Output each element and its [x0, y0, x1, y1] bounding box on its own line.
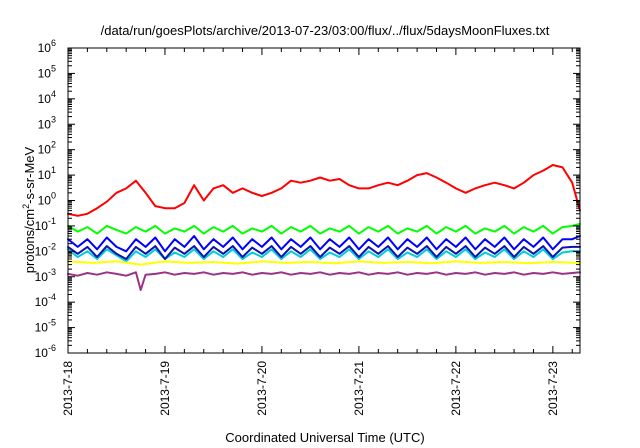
- plot-frame: [67, 47, 581, 354]
- y-tick-label: 100: [38, 191, 56, 208]
- y-tick-label: 10-5: [35, 318, 56, 335]
- chart-title: /data/run/goesPlots/archive/2013-07-23/0…: [101, 23, 550, 38]
- y-axis-label-base: protons/cm: [22, 209, 37, 273]
- x-tick-label: 2013-7-23: [546, 361, 560, 416]
- y-tick-label: 102: [38, 140, 56, 157]
- y-tick-label: 10-3: [35, 267, 56, 284]
- series-layer: [67, 164, 581, 291]
- series-line-1: [67, 164, 581, 217]
- series-line-5: [67, 245, 581, 260]
- x-tick-label: 2013-7-19: [158, 361, 172, 416]
- y-tick-label: 10-6: [35, 343, 56, 360]
- x-tick-label: 2013-7-22: [449, 361, 463, 416]
- x-axis-label: Coordinated Universal Time (UTC): [225, 430, 424, 445]
- y-axis-label-sup: 2: [21, 204, 31, 209]
- y-tick-label: 10-2: [35, 241, 56, 258]
- series-line-3: [67, 248, 581, 263]
- y-tick-label: 104: [38, 89, 56, 106]
- axes-layer: 10-6 10-5 10-4 10-3 10-2 10-1 100 101 102 103 104 1…: [35, 38, 580, 416]
- y-tick-label: 10-4: [35, 292, 56, 309]
- series-line-2: [67, 222, 581, 235]
- y-axis-label-rest: -s-sr-MeV: [22, 146, 37, 203]
- x-tick-label: 2013-7-21: [352, 361, 366, 416]
- series-line-4: [67, 235, 581, 253]
- x-tick-label: 2013-7-20: [255, 361, 269, 416]
- series-line-7: [67, 271, 581, 291]
- y-tick-label: 103: [38, 114, 56, 131]
- y-tick-label: 105: [38, 63, 56, 80]
- svg-text:protons/cm2-s-sr-MeV: protons/cm2-s-sr-MeV: [21, 146, 37, 273]
- y-tick-label: 10-1: [35, 216, 56, 233]
- series-line-6: [67, 260, 581, 266]
- y-axis-label: protons/cm2-s-sr-MeV: [21, 146, 37, 273]
- x-tick-label: 2013-7-18: [61, 361, 75, 416]
- y-tick-label: 101: [38, 165, 56, 182]
- y-tick-label: 106: [38, 38, 56, 55]
